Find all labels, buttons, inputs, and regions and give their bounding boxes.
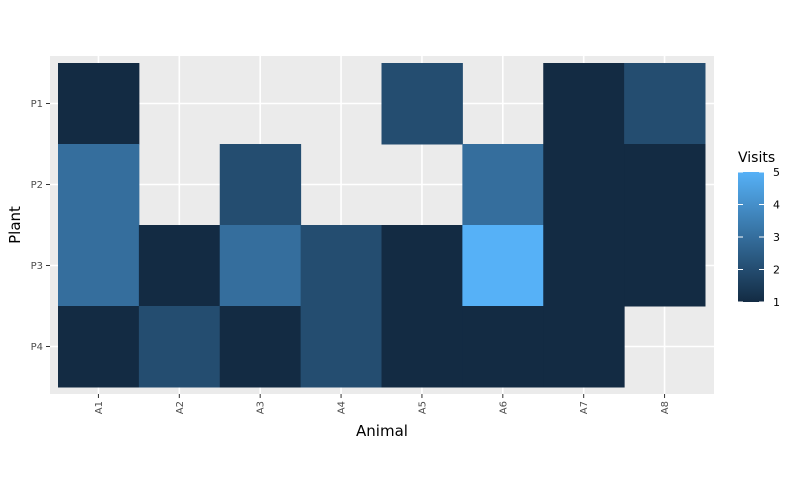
heatmap-cell-A6-P4 <box>462 306 544 388</box>
legend-tick-label: 5 <box>773 166 780 179</box>
y-axis-title: Plant <box>6 206 24 244</box>
x-tick-label: A8 <box>660 401 671 414</box>
y-axis-ticks: P1 P2 P3 P4 <box>31 99 50 353</box>
x-axis-title: Animal <box>356 422 408 440</box>
heatmap-cell-A2-P3 <box>138 225 221 307</box>
heatmap-cell-A7-P4 <box>543 306 625 388</box>
x-tick-label: A1 <box>94 401 105 414</box>
heatmap-cell-A6-P3 <box>462 225 544 307</box>
legend-tick-label: 1 <box>773 296 780 309</box>
legend-tick-label: 4 <box>773 199 780 212</box>
heatmap-cell-A1-P3 <box>58 225 140 307</box>
x-tick-label: A2 <box>175 401 186 414</box>
x-tick-label: A7 <box>579 401 590 414</box>
y-tick-label: P1 <box>31 99 43 110</box>
heatmap-cell-A5-P3 <box>381 225 463 307</box>
x-tick-label: A3 <box>256 401 267 414</box>
y-tick-label: P3 <box>31 261 43 272</box>
heatmap-cell-A4-P3 <box>300 225 382 307</box>
legend: Visits 1 2 3 4 5 <box>738 150 780 309</box>
x-tick-label: A4 <box>337 401 348 414</box>
y-tick-label: P2 <box>31 180 43 191</box>
legend-tick-label: 2 <box>773 264 780 277</box>
heatmap-cell-A3-P4 <box>219 306 302 388</box>
heatmap-cell-A3-P2 <box>219 144 302 226</box>
x-tick-label: A5 <box>417 401 428 414</box>
heatmap-cell-A7-P1 <box>543 63 625 145</box>
heatmap-cell-A1-P4 <box>58 306 140 388</box>
heatmap-cell-A6-P2 <box>462 144 544 226</box>
heatmap-cell-A8-P1 <box>624 63 706 145</box>
heatmap-cell-A7-P3 <box>543 225 625 307</box>
legend-ticks: 1 2 3 4 5 <box>738 166 780 309</box>
heatmap-cell-A7-P2 <box>543 144 625 226</box>
heatmap-cell-A4-P4 <box>300 306 382 388</box>
heatmap-cell-A3-P3 <box>219 225 302 307</box>
x-tick-label: A6 <box>498 401 509 414</box>
heatmap-cell-A5-P1 <box>381 63 463 145</box>
heatmap-cell-A8-P2 <box>624 144 706 226</box>
heatmap-cell-A5-P4 <box>381 306 463 388</box>
y-tick-label: P4 <box>31 342 43 353</box>
heatmap-cell-A8-P3 <box>624 225 706 307</box>
heatmap-cell-A2-P4 <box>138 306 221 388</box>
x-axis-ticks: A1 A2 A3 A4 A5 A6 A7 A8 <box>94 394 671 414</box>
legend-tick-label: 3 <box>773 231 780 244</box>
legend-title: Visits <box>738 150 775 166</box>
heatmap-cells <box>58 63 706 388</box>
heatmap-cell-A1-P1 <box>58 63 140 145</box>
heatmap-cell-A1-P2 <box>58 144 140 226</box>
